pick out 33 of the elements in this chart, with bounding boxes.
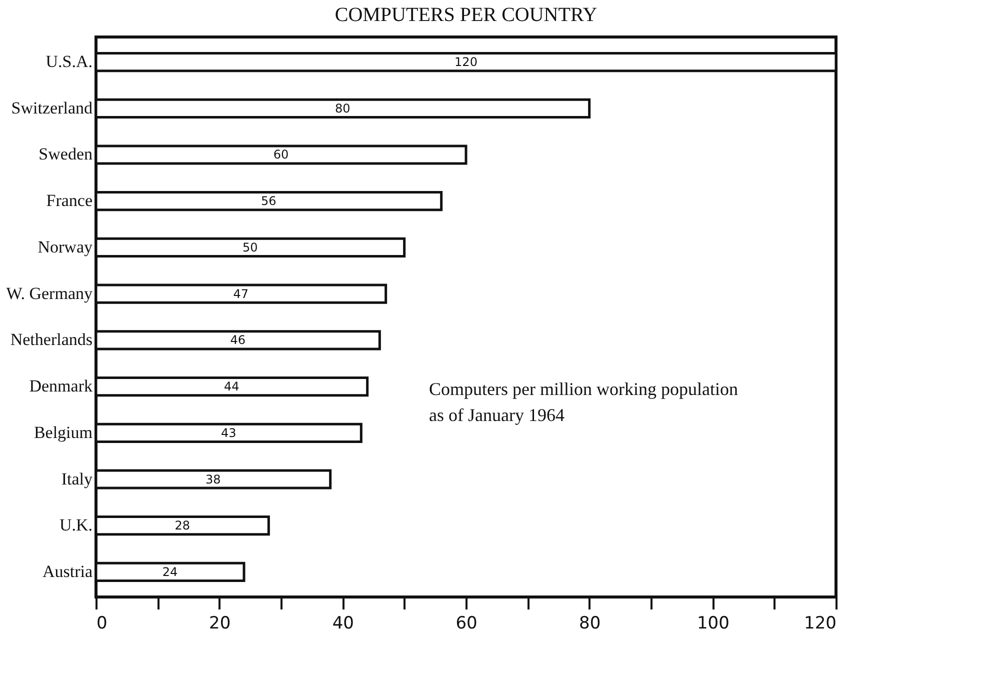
y-tick-label: Switzerland [11,98,93,118]
y-tick-label: Austria [42,562,93,581]
x-tick-label: 100 [696,614,730,634]
data-label: 46 [230,333,246,348]
y-tick-label: Sweden [38,144,93,164]
data-label: 50 [242,240,258,254]
chart-title: COMPUTERS PER COUNTRY [334,4,598,26]
data-label: 80 [335,101,350,116]
x-tick-label: 40 [332,614,354,634]
x-tick-label: 0 [96,614,108,634]
data-label: 56 [261,194,276,208]
y-tick-label: W. Germany [6,284,93,303]
data-label: 28 [174,518,190,533]
annotation: Computers per million working population as of January 1964 [429,378,738,425]
data-label: 24 [162,564,178,579]
data-label: 60 [273,148,289,162]
data-label: 120 [454,55,478,70]
y-tick-label: France [46,191,92,210]
y-tick-label: Netherlands [10,330,92,350]
x-tick-label: 60 [456,614,478,634]
y-tick-label: Norway [38,237,93,256]
x-tick-label: 120 [804,614,836,634]
y-tick-label: U.S.A. [46,52,92,72]
y-tick-label: Belgium [34,422,92,442]
y-tick-label: Italy [61,469,93,488]
data-label: 43 [220,426,236,440]
data-label: 47 [233,286,249,301]
y-tick-label: U.K. [59,516,92,535]
data-label: 44 [224,380,240,394]
x-tick-label: 20 [209,614,231,634]
data-label: 38 [206,472,221,486]
x-tick-label: 80 [579,614,601,634]
y-tick-label: Denmark [29,376,93,396]
